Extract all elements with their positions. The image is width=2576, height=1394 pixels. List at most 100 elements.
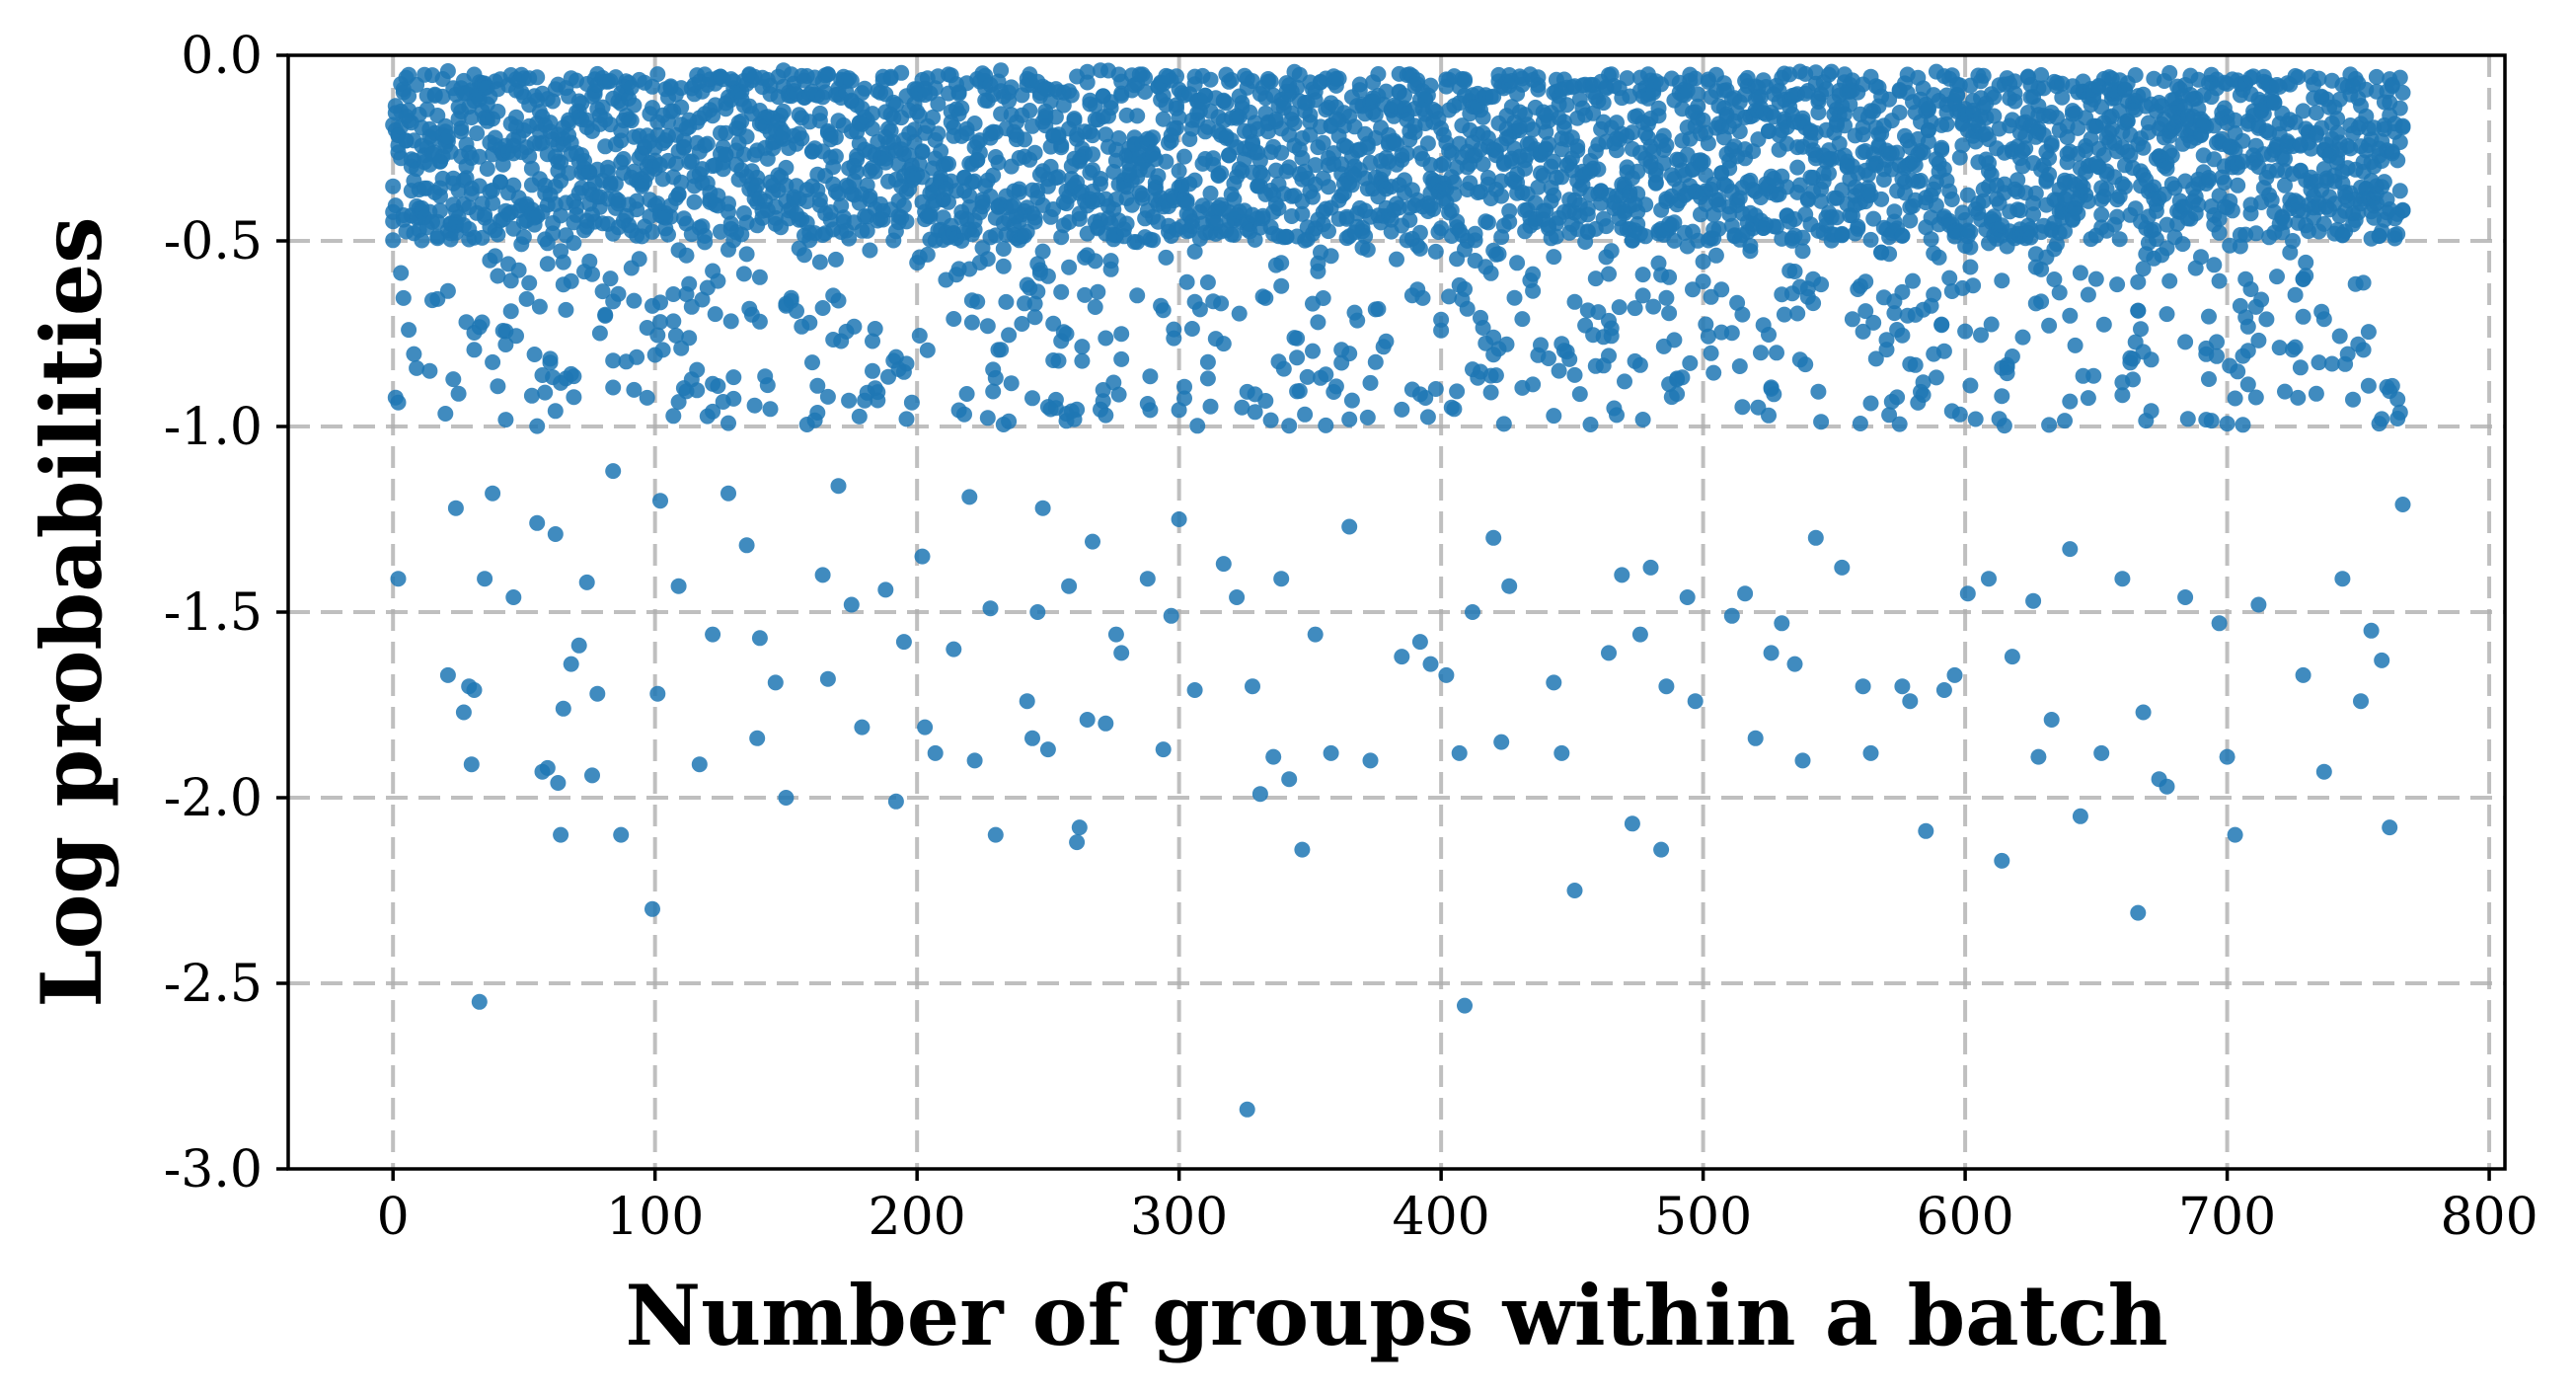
data-point [1305, 343, 1321, 359]
data-point [2114, 571, 2131, 587]
data-point [849, 164, 866, 181]
data-point [1614, 567, 1630, 583]
data-point [1723, 325, 1740, 342]
data-point [2007, 73, 2023, 90]
data-point [686, 194, 703, 210]
data-point [982, 600, 999, 617]
data-point [798, 194, 815, 209]
data-point [778, 159, 795, 176]
data-point [2161, 64, 2178, 81]
data-point [1878, 332, 1895, 348]
data-point [2230, 177, 2246, 194]
data-point [1566, 883, 1583, 898]
data-point [2041, 166, 2058, 183]
data-point [1475, 156, 1491, 173]
data-point [1427, 243, 1444, 260]
data-point [720, 415, 736, 431]
data-point [1110, 130, 1127, 146]
data-point [1026, 144, 1043, 161]
data-point [439, 63, 456, 79]
data-point [1341, 346, 1358, 362]
data-point [1962, 239, 1979, 256]
data-point [1674, 369, 1691, 386]
data-point [1931, 249, 1947, 266]
data-point [2127, 200, 2144, 217]
data-point [1862, 744, 1879, 761]
data-point [841, 392, 858, 409]
data-point [1763, 645, 1780, 661]
data-point [2339, 346, 2356, 362]
data-point [1933, 317, 1950, 334]
data-point [811, 105, 828, 121]
data-point [1867, 350, 1884, 367]
data-point [1310, 314, 1326, 331]
data-point [1362, 752, 1379, 769]
data-point [1150, 168, 1167, 185]
scatter-points [385, 62, 2411, 1118]
data-point [497, 412, 514, 428]
data-point [1349, 312, 1366, 329]
data-point [1546, 408, 1562, 425]
data-point [529, 418, 546, 434]
data-point [1467, 225, 1483, 242]
data-point [887, 793, 904, 810]
data-point [485, 194, 501, 211]
data-point [1247, 404, 1263, 421]
data-point [487, 248, 503, 265]
data-point [1965, 277, 1982, 294]
data-point [1129, 108, 1146, 124]
data-point [675, 139, 692, 156]
data-point [1794, 243, 1811, 260]
data-point [1226, 192, 1243, 207]
data-point [830, 292, 847, 309]
data-point [1451, 744, 1468, 761]
data-point [1834, 225, 1851, 242]
data-point [2007, 93, 2023, 110]
data-point [1026, 209, 1043, 226]
data-point [1734, 306, 1751, 323]
data-point [385, 232, 402, 249]
data-point [1813, 193, 1830, 209]
data-point [2391, 69, 2408, 86]
data-point [1321, 179, 1336, 195]
data-point [1085, 146, 1100, 163]
data-point [1039, 268, 1056, 284]
data-point [1548, 228, 1564, 245]
data-point [2308, 385, 2324, 402]
data-point [843, 72, 860, 89]
data-point [414, 232, 430, 249]
data-point [819, 388, 836, 405]
data-point [1617, 373, 1632, 390]
data-point [1039, 741, 1056, 758]
data-point [2239, 343, 2256, 359]
data-point [1666, 332, 1683, 348]
data-point [1994, 388, 2010, 405]
data-point [463, 756, 480, 773]
data-point [1487, 367, 1504, 384]
y-tick-label: -0.5 [164, 212, 263, 271]
data-point [794, 130, 810, 147]
data-point [1001, 327, 1018, 344]
data-point [626, 292, 643, 309]
data-point [1852, 416, 1868, 431]
data-point [2159, 160, 2175, 177]
data-point [626, 381, 643, 398]
data-point [1551, 362, 1567, 379]
data-point [542, 350, 559, 367]
data-point [1351, 76, 1368, 93]
data-point [644, 223, 660, 240]
data-point [1946, 666, 1963, 683]
data-point [946, 641, 962, 658]
data-point [1281, 771, 1298, 788]
data-point [1994, 272, 2010, 289]
data-point [1658, 289, 1675, 306]
data-point [1113, 645, 1130, 661]
data-point [2098, 181, 2115, 197]
data-point [2394, 119, 2411, 135]
data-point [649, 685, 666, 702]
data-point [1422, 77, 1439, 94]
data-point [1189, 418, 1206, 434]
data-point [2394, 497, 2411, 512]
data-point [1231, 305, 1248, 322]
data-point [1323, 744, 1339, 761]
